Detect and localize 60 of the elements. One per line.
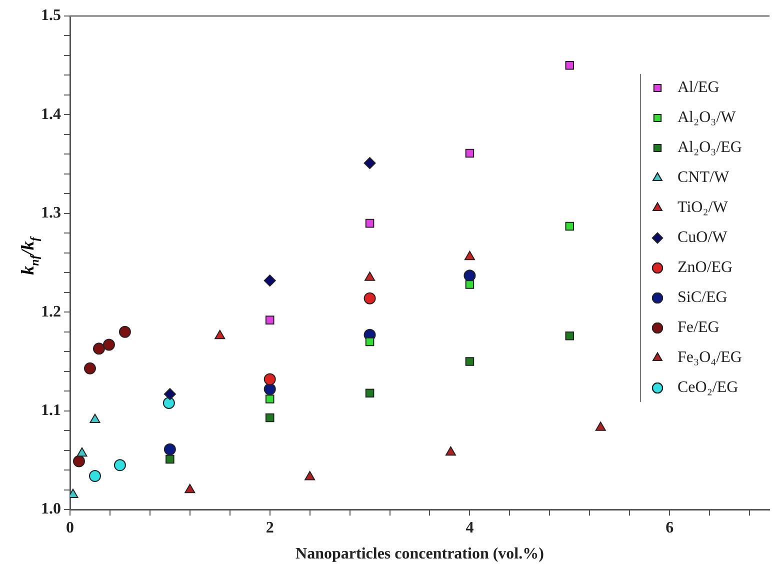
- point: [166, 454, 174, 464]
- legend-label: TiO₂/W: [678, 199, 729, 216]
- point: [264, 373, 276, 386]
- point: [72, 455, 85, 468]
- legend-label: Al/EG: [678, 79, 720, 96]
- point: [214, 330, 226, 340]
- point: [264, 274, 276, 287]
- point: [76, 447, 88, 457]
- point: [364, 292, 376, 304]
- y-tick-label: 1.5: [41, 7, 61, 24]
- point: [102, 338, 115, 351]
- point: [365, 337, 374, 346]
- point: [265, 394, 274, 404]
- point: [364, 157, 376, 170]
- legend-label: Al₂O₃/W: [678, 109, 737, 126]
- point: [92, 342, 105, 355]
- point: [465, 357, 474, 366]
- point: [114, 459, 126, 472]
- point: [90, 414, 100, 424]
- point: [565, 331, 574, 340]
- y-tick-label: 1.3: [41, 204, 61, 222]
- legend-label: Fe/EG: [678, 319, 720, 336]
- point: [265, 316, 274, 324]
- point: [565, 60, 574, 70]
- legend-label: ZnO/EG: [678, 259, 734, 276]
- legend-label: SiC/EG: [678, 289, 728, 306]
- point: [365, 218, 374, 228]
- point: [464, 250, 475, 260]
- y-tick-label: 1.2: [41, 303, 61, 320]
- point: [364, 272, 376, 281]
- point: [88, 470, 101, 482]
- x-tick-label: 6: [666, 519, 674, 536]
- legend-label: CuO/W: [678, 229, 728, 246]
- y-tick-label: 1.1: [41, 402, 61, 420]
- point: [184, 484, 196, 494]
- y-tick-label: 1.4: [41, 106, 61, 123]
- point: [304, 471, 316, 480]
- point: [365, 388, 374, 398]
- point: [464, 270, 476, 282]
- point: [565, 222, 574, 231]
- point: [84, 362, 96, 374]
- point: [445, 446, 456, 456]
- point: [118, 326, 131, 338]
- point: [465, 148, 474, 158]
- legend-label: Fe₃O₄/EG: [678, 349, 742, 366]
- point: [164, 388, 176, 400]
- point: [264, 383, 276, 396]
- point: [164, 443, 176, 456]
- legend-label: CNT/W: [678, 169, 730, 186]
- y-tick-label: 1.0: [41, 500, 61, 518]
- point: [595, 422, 606, 431]
- x-tick-label: 4: [466, 519, 474, 536]
- point: [465, 280, 474, 289]
- x-tick-label: 2: [266, 519, 274, 536]
- point: [265, 413, 274, 422]
- x-axis-title: Nanoparticles concentration (vol.%): [296, 546, 544, 563]
- legend-label: CeO₂/EG: [678, 379, 739, 396]
- legend-label: Al₂O₃/EG: [678, 139, 742, 156]
- x-tick-label: 0: [66, 519, 74, 536]
- point: [162, 396, 175, 409]
